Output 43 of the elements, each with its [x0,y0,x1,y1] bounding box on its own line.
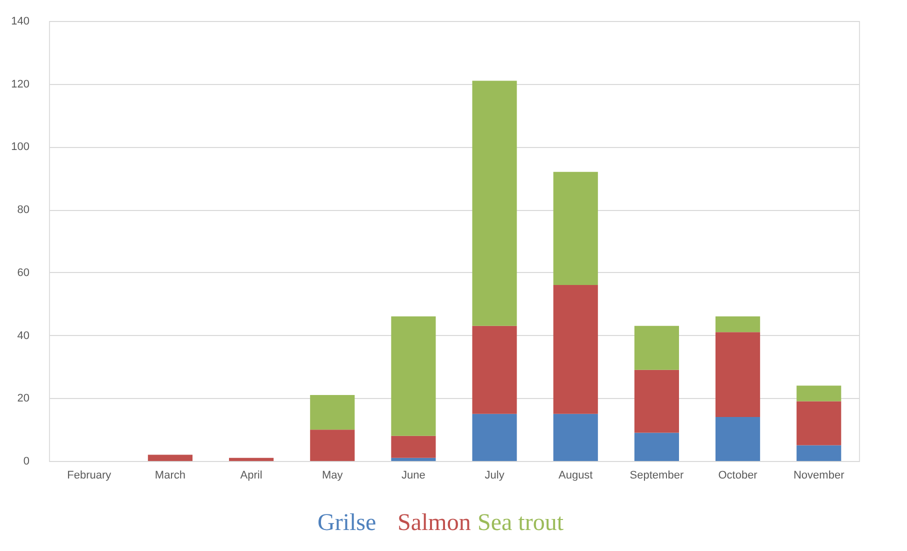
bar [634,432,679,461]
y-tick-label: 0 [23,456,30,468]
x-tick-label: July [484,470,505,482]
bar [229,458,274,461]
bar [472,80,517,326]
y-tick-label: 140 [11,16,30,28]
bar [148,454,193,461]
x-tick-label: August [558,470,593,482]
bar [715,417,760,461]
bar [715,316,760,332]
bar [391,458,436,461]
y-tick-label: 120 [11,78,30,90]
bar [553,414,598,461]
bar [634,370,679,433]
bar [472,414,517,461]
bar [310,395,355,430]
bar [472,326,517,414]
bar [796,401,842,446]
text: Sea trout [478,510,564,536]
y-tick-label: 60 [17,266,30,279]
x-tick-label: November [793,470,845,482]
bar [310,430,355,461]
x-tick-label: May [322,470,344,482]
bar [391,436,436,458]
text: Salmon [398,510,471,536]
bar [391,316,436,436]
x-tick-label: June [402,470,426,482]
bar [796,445,842,461]
text: Grilse [318,510,376,536]
x-tick-label: September [630,470,684,482]
bar [634,326,679,370]
bar [553,285,598,414]
bar [553,172,598,285]
x-tick-label: March [154,470,186,482]
bar [715,332,760,417]
y-tick-label: 80 [17,204,30,216]
x-tick-label: October [718,470,758,482]
y-tick-label: 40 [17,330,30,342]
y-tick-label: 100 [11,141,30,154]
x-tick-label: February [67,470,112,482]
x-tick-label: April [240,470,262,482]
bar [796,386,842,402]
y-tick-label: 20 [17,392,30,405]
